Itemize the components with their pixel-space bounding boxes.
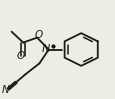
Text: N: N [2, 85, 10, 95]
Text: O: O [34, 30, 42, 40]
Text: O: O [16, 51, 24, 61]
Text: N: N [41, 43, 50, 54]
